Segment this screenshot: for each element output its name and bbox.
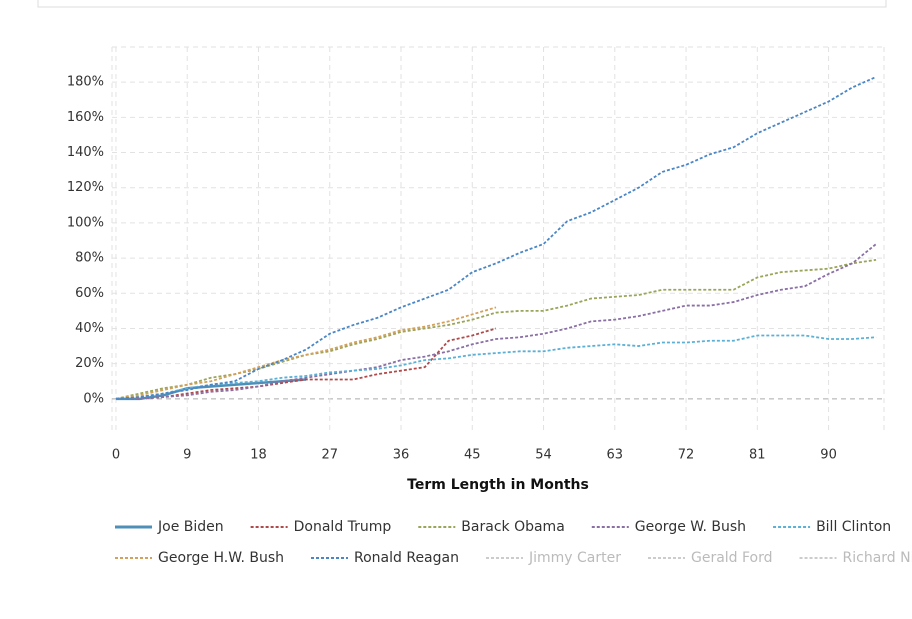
x-tick-label: 9: [183, 448, 191, 463]
series-line: [115, 306, 497, 400]
x-axis-title: Term Length in Months: [407, 477, 589, 493]
y-tick-label: 60%: [75, 286, 104, 301]
y-tick-label: 140%: [67, 145, 104, 160]
x-tick-label: 72: [678, 448, 695, 463]
legend-label[interactable]: Gerald Ford: [691, 550, 773, 566]
legend-label[interactable]: George W. Bush: [635, 519, 746, 535]
y-tick-label: 40%: [75, 321, 104, 336]
legend-label[interactable]: Jimmy Carter: [528, 550, 621, 566]
x-tick-label: 90: [820, 448, 837, 463]
x-tick-label: 81: [749, 448, 766, 463]
y-tick-label: 100%: [67, 215, 104, 230]
legend-label[interactable]: Bill Clinton: [816, 519, 891, 535]
series-line: [115, 243, 877, 400]
y-tick-label: 80%: [75, 251, 104, 266]
legend-label[interactable]: Donald Trump: [294, 519, 392, 535]
y-tick-label: 160%: [67, 110, 104, 125]
y-tick-label: 20%: [75, 356, 104, 371]
x-tick-label: 45: [464, 448, 481, 463]
y-tick-label: 180%: [67, 75, 104, 90]
legend-label[interactable]: Joe Biden: [157, 519, 224, 535]
y-tick-label: 120%: [67, 180, 104, 195]
legend-label[interactable]: Richard Nixon: [843, 550, 912, 566]
y-tick-label: 0%: [83, 391, 104, 406]
x-tick-label: 63: [607, 448, 624, 463]
x-tick-label: 54: [535, 448, 552, 463]
series-line: [115, 76, 877, 400]
x-tick-label: 36: [393, 448, 410, 463]
x-tick-label: 27: [321, 448, 338, 463]
legend-label[interactable]: Barack Obama: [461, 519, 564, 535]
series-line: [115, 327, 497, 400]
x-tick-label: 0: [112, 448, 120, 463]
legend-label[interactable]: Ronald Reagan: [354, 550, 459, 566]
top-panel: [37, 0, 887, 8]
series-line: [115, 334, 877, 400]
legend-label[interactable]: George H.W. Bush: [158, 550, 284, 566]
x-tick-label: 18: [250, 448, 267, 463]
series-line: [115, 258, 877, 400]
